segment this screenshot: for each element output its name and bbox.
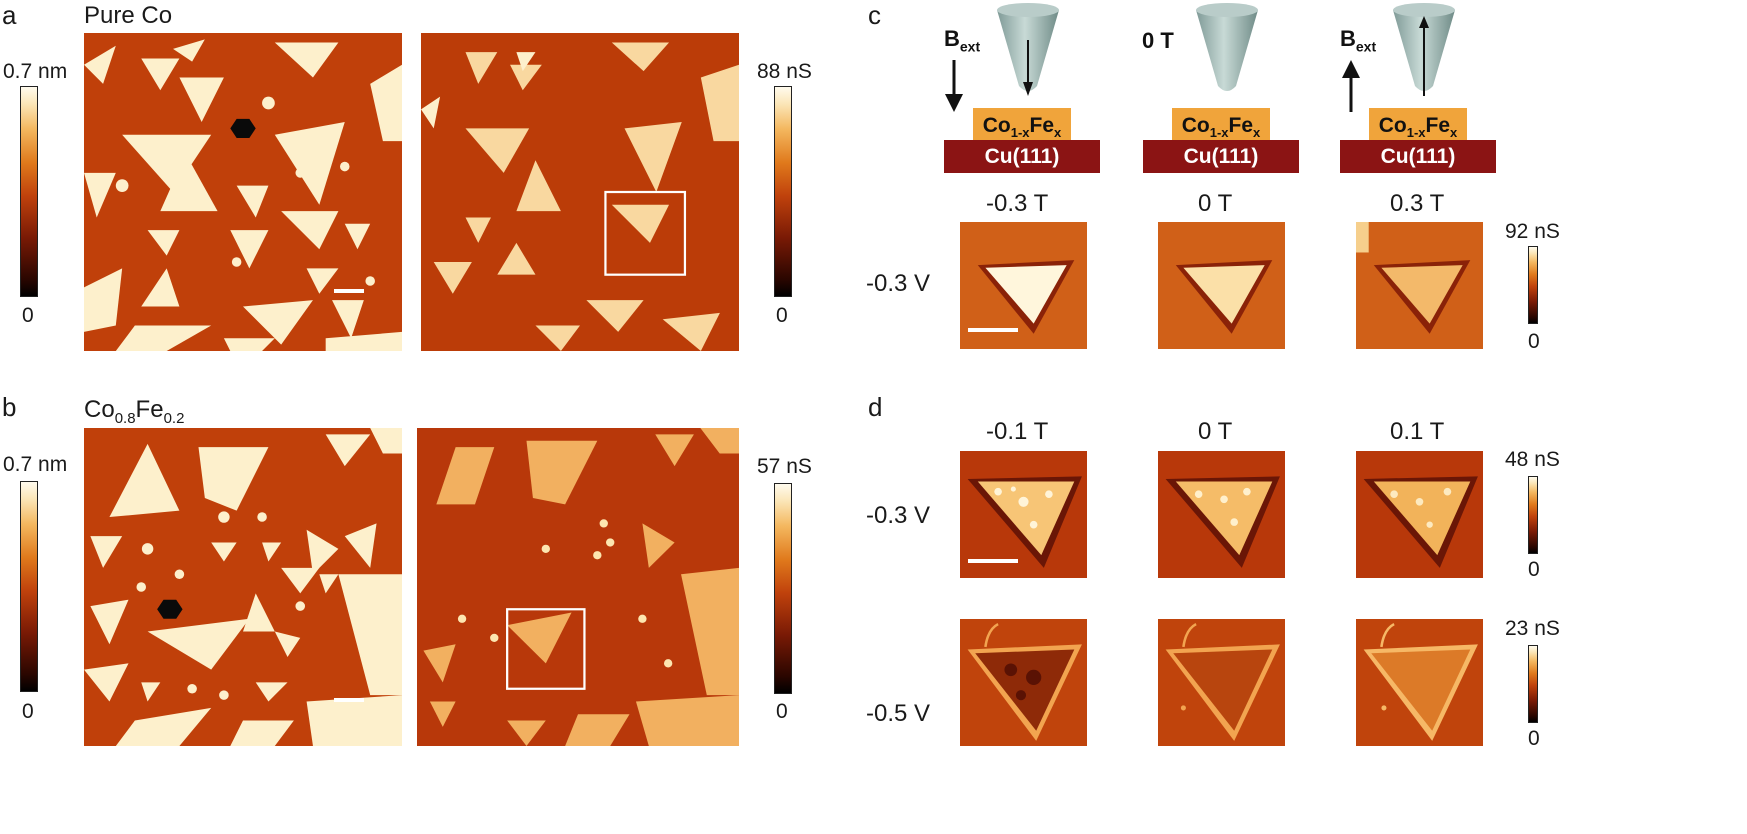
panel-label-a: a (2, 0, 17, 30)
schematic-1-field-arrow-down (945, 60, 963, 112)
panel-a-cond-cbar-min: 0 (776, 304, 788, 327)
panel-a-topography-image (84, 33, 402, 351)
panel-c-image-neg0.3T (960, 222, 1087, 349)
panel-a-scale-bar (334, 289, 364, 293)
panel-a-topo-cbar-max: 0.7 nm (3, 60, 68, 83)
panel-d-row-header-2: -0.5 V (866, 700, 931, 727)
panel-d-col-header-2: 0 T (1198, 418, 1233, 445)
panel-c-col-header-3: 0.3 T (1390, 190, 1445, 217)
panel-d-colorbar-2 (1528, 645, 1538, 723)
schematic-3-stm-tip-icon (1393, 3, 1455, 96)
panel-a-cond-colorbar (774, 86, 792, 297)
panel-c-cbar-min: 0 (1528, 330, 1540, 353)
panel-b-scale-bar (334, 698, 364, 702)
schematic-2-stm-tip-icon (1196, 3, 1258, 91)
panel-label-c: c (868, 0, 881, 30)
panel-c-row-header-1: -0.3 V (866, 270, 931, 297)
schematic-3-field-arrow-up (1342, 60, 1360, 112)
panel-d-col-header-1: -0.1 T (986, 418, 1049, 445)
panel-c-col-header-2: 0 T (1198, 190, 1233, 217)
panel-b-topography-image (84, 428, 402, 746)
panel-c-col-header-1: -0.3 T (986, 190, 1049, 217)
panel-d-image-neg0.5V-0.1T (1356, 619, 1483, 746)
panel-a-cond-cbar-max: 88 nS (757, 60, 812, 83)
panel-a-topo-cbar-min: 0 (22, 304, 34, 327)
schematic-1-stm-tip-icon (997, 3, 1059, 96)
panel-b-topo-cbar-max: 0.7 nm (3, 453, 68, 476)
panel-d-image-neg0.3V-0.1T (1356, 451, 1483, 578)
panel-d-row-header-1: -0.3 V (866, 502, 931, 529)
schematic-2-field-label: 0 T (1142, 28, 1174, 53)
panel-c-scale-bar (968, 328, 1018, 332)
panel-d-image-neg0.3V-0T (1158, 451, 1285, 578)
panel-b-topo-cbar-min: 0 (22, 700, 34, 723)
panel-d-cbar-2-max: 23 nS (1505, 617, 1560, 640)
schematic-2-substrate: Cu(111) (1143, 140, 1299, 173)
panel-d-colorbar-1 (1528, 476, 1538, 554)
panel-b-title: Co0.8Fe0.2 (84, 396, 185, 427)
schematic-3-field-label: Bext (1340, 26, 1377, 55)
panel-d-scale-bar (968, 559, 1018, 563)
panel-label-d: d (868, 392, 883, 422)
panel-b-cond-cbar-min: 0 (776, 700, 788, 723)
panel-c-colorbar (1528, 246, 1538, 324)
panel-d-image-neg0.5V-neg0.1T (960, 619, 1087, 746)
schematic-3-substrate: Cu(111) (1340, 140, 1496, 173)
schematic-2-alloy-layer: Co1-xFex (1172, 108, 1270, 144)
panel-c-image-0.3T (1356, 222, 1483, 349)
panel-d-cbar-2-min: 0 (1528, 727, 1540, 750)
panel-c-image-0T (1158, 222, 1285, 349)
schematic-3-alloy-layer: Co1-xFex (1369, 108, 1467, 144)
panel-d-image-neg0.5V-0T (1158, 619, 1285, 746)
panel-b-topo-colorbar (20, 481, 38, 692)
panel-a-conductance-image (421, 33, 739, 351)
panel-d-image-neg0.3V-neg0.1T (960, 451, 1087, 578)
panel-d-cbar-1-max: 48 nS (1505, 448, 1560, 471)
panel-a-title: Pure Co (84, 2, 173, 29)
schematic-1-field-label: Bext (944, 26, 981, 55)
panel-d-cbar-1-min: 0 (1528, 558, 1540, 581)
panel-a-topo-colorbar (20, 86, 38, 297)
panel-b-cond-colorbar (774, 483, 792, 694)
panel-label-b: b (2, 392, 17, 422)
panel-b-conductance-image (417, 428, 739, 746)
panel-b-cond-cbar-max: 57 nS (757, 455, 812, 478)
panel-c-cbar-max: 92 nS (1505, 220, 1560, 243)
schematic-1-alloy-layer: Co1-xFex (973, 108, 1071, 144)
schematic-1-substrate: Cu(111) (944, 140, 1100, 173)
panel-d-col-header-3: 0.1 T (1390, 418, 1445, 445)
